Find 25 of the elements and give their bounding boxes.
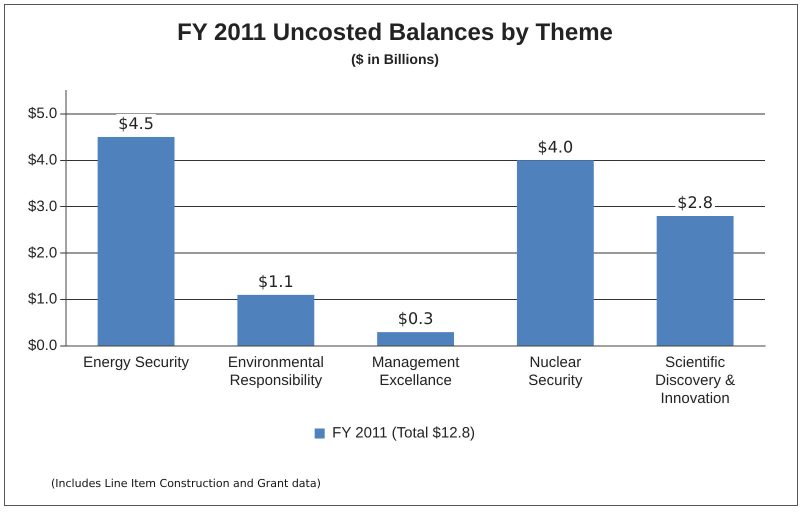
x-tick-label: Energy Security <box>83 354 190 372</box>
y-tick-label: $3.0 <box>28 198 58 215</box>
y-tick-label: $2.0 <box>28 244 58 262</box>
bar <box>98 137 175 346</box>
y-tick-label: $1.0 <box>28 290 58 308</box>
data-label: $4.0 <box>538 137 574 156</box>
x-tick-label: Nuclear Security <box>528 354 583 390</box>
x-tick-label: Scientific Discovery & Innovation <box>655 354 736 408</box>
x-tick-label: Environmental Responsibility <box>228 354 324 390</box>
chart-title: FY 2011 Uncosted Balances by Theme <box>177 19 613 46</box>
chart-subtitle: ($ in Billions) <box>351 51 439 68</box>
y-tick-label: $0.0 <box>28 337 58 354</box>
y-tick-label: $5.0 <box>28 104 58 122</box>
bar <box>516 160 594 346</box>
data-label: $2.8 <box>677 193 713 212</box>
data-label: $4.5 <box>118 114 154 134</box>
bar <box>237 294 314 346</box>
legend-label: FY 2011 (Total $12.8) <box>332 424 476 442</box>
text: (Includes Line Item Construction and Grant data) <box>51 477 321 490</box>
y-tick-label: $4.0 <box>28 151 58 168</box>
bar <box>377 332 454 346</box>
bar <box>656 216 734 346</box>
data-label: $1.1 <box>258 272 294 292</box>
data-label: $0.3 <box>398 309 434 328</box>
x-tick-label: Management Excellance <box>372 354 460 390</box>
